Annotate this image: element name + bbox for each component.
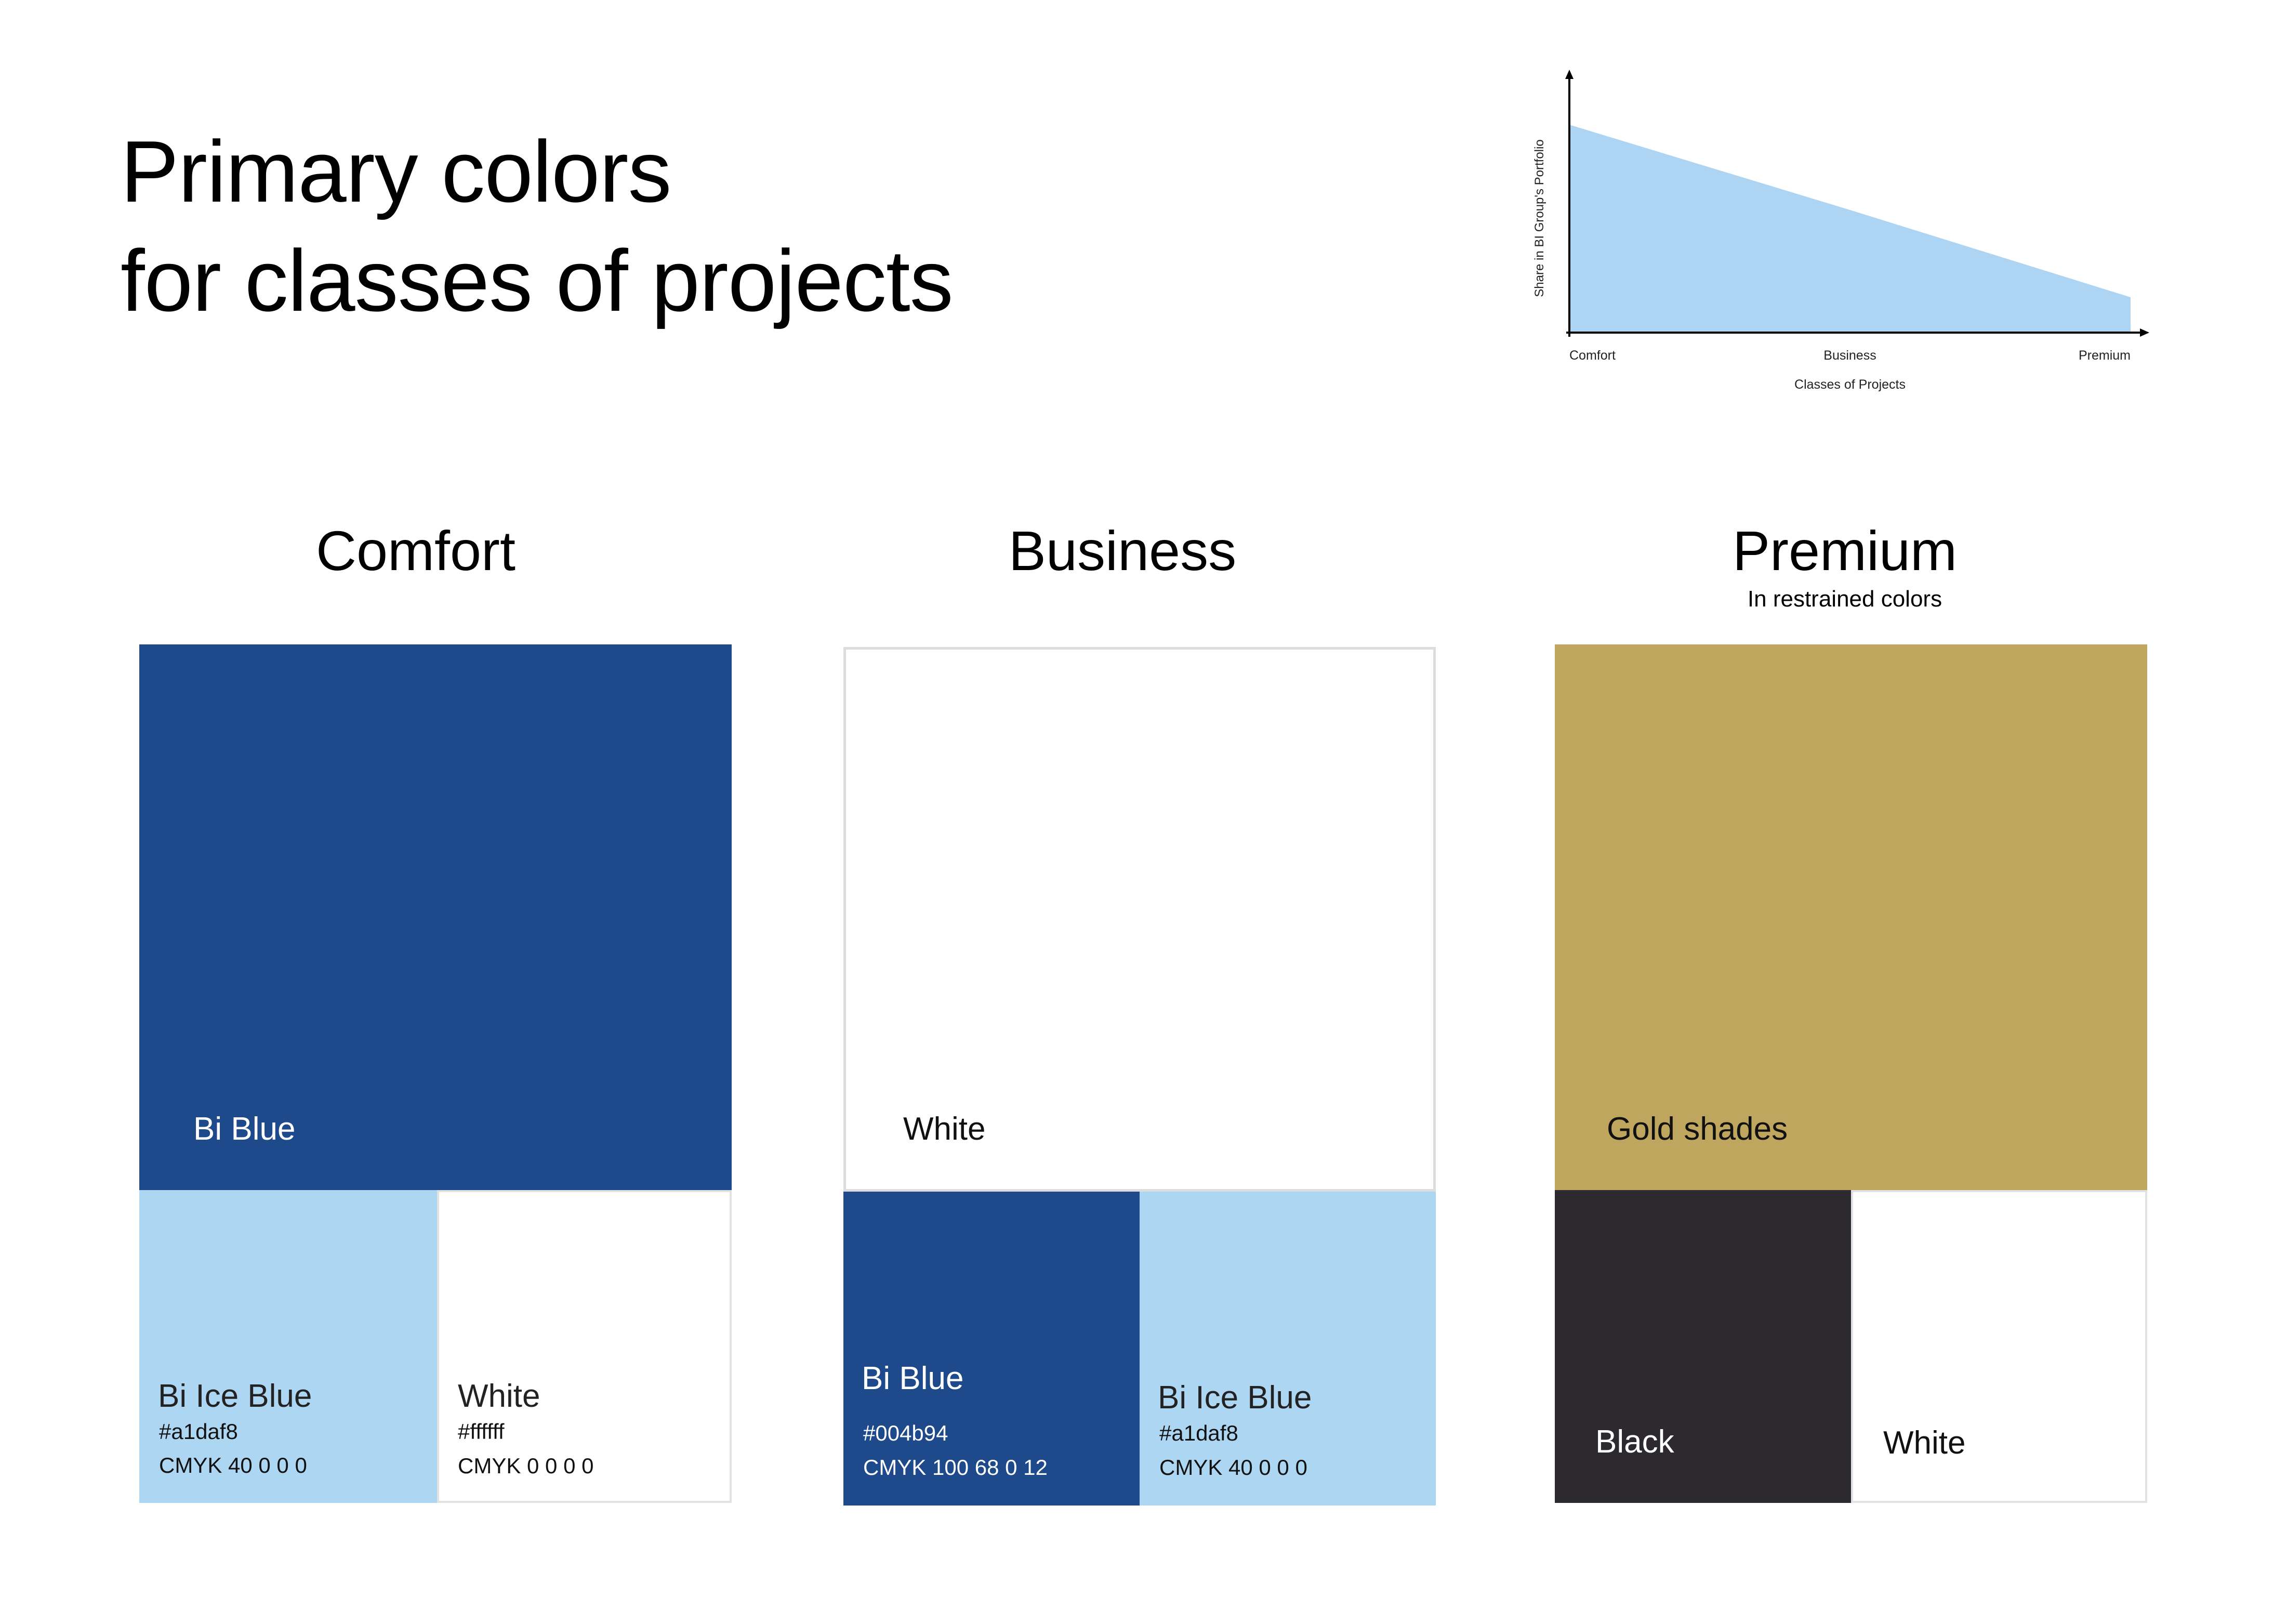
class-subtitle-premium: In restrained colors	[1747, 586, 1942, 612]
comfort-sub2-swatch: White #ffffff CMYK 0 0 0 0	[437, 1190, 732, 1503]
business-sub2-swatch: Bi Ice Blue #a1daf8 CMYK 40 0 0 0	[1140, 1192, 1436, 1506]
swatch-name: Black	[1595, 1424, 1674, 1460]
comfort-main-swatch: Bi Blue	[139, 644, 732, 1190]
portfolio-share-chart: Comfort Business Premium Classes of Proj…	[1532, 70, 2149, 392]
swatch-name: Bi Ice Blue	[158, 1378, 312, 1414]
page-title-line2: for classes of projects	[121, 232, 954, 329]
swatch-cmyk: CMYK 40 0 0 0	[159, 1453, 307, 1477]
chart-y-arrow-icon	[1565, 70, 1574, 79]
swatch-name: Gold shades	[1607, 1111, 1788, 1147]
class-title-comfort: Comfort	[315, 519, 516, 582]
premium-main-swatch: Gold shades	[1555, 644, 2147, 1190]
swatch-cmyk: CMYK 40 0 0 0	[1159, 1455, 1307, 1480]
premium-sub2-swatch: White	[1851, 1190, 2147, 1503]
swatch-name: Bi Ice Blue	[1158, 1380, 1312, 1416]
premium-sub1-swatch: Black	[1555, 1190, 1851, 1503]
swatch-cmyk: CMYK 100 68 0 12	[863, 1455, 1048, 1480]
swatch-hex: #a1daf8	[159, 1419, 238, 1444]
swatch-name: Bi Blue	[193, 1111, 296, 1147]
chart-y-axis-label: Share in BI Group's Portfolio	[1532, 139, 1546, 297]
swatch-name: White	[1883, 1425, 1966, 1461]
class-title-premium: Premium	[1732, 519, 1958, 582]
chart-tick-label-premium: Premium	[2079, 348, 2131, 363]
swatch-hex: #004b94	[863, 1421, 948, 1445]
swatch-name: White	[458, 1378, 540, 1414]
chart-area-series	[1569, 125, 2131, 333]
swatch-cmyk: CMYK 0 0 0 0	[458, 1454, 594, 1478]
business-sub1-swatch: Bi Blue #004b94 CMYK 100 68 0 12	[843, 1192, 1140, 1506]
class-title-business: Business	[1008, 519, 1237, 582]
swatch-name: Bi Blue	[862, 1361, 964, 1396]
chart-tick-label-comfort: Comfort	[1569, 348, 1616, 363]
page-title-line1: Primary colors	[121, 123, 671, 220]
comfort-sub1-swatch: Bi Ice Blue #a1daf8 CMYK 40 0 0 0	[139, 1190, 437, 1503]
swatch-hex: #ffffff	[458, 1419, 505, 1444]
swatch-hex: #a1daf8	[1159, 1421, 1238, 1445]
chart-x-arrow-icon	[2140, 328, 2149, 337]
chart-tick-label-business: Business	[1823, 348, 1876, 363]
chart-x-axis-label: Classes of Projects	[1794, 377, 1906, 392]
swatch-name: White	[903, 1111, 986, 1147]
page-title: Primary colors for classes of projects	[121, 117, 954, 335]
business-main-swatch: White	[843, 647, 1436, 1192]
